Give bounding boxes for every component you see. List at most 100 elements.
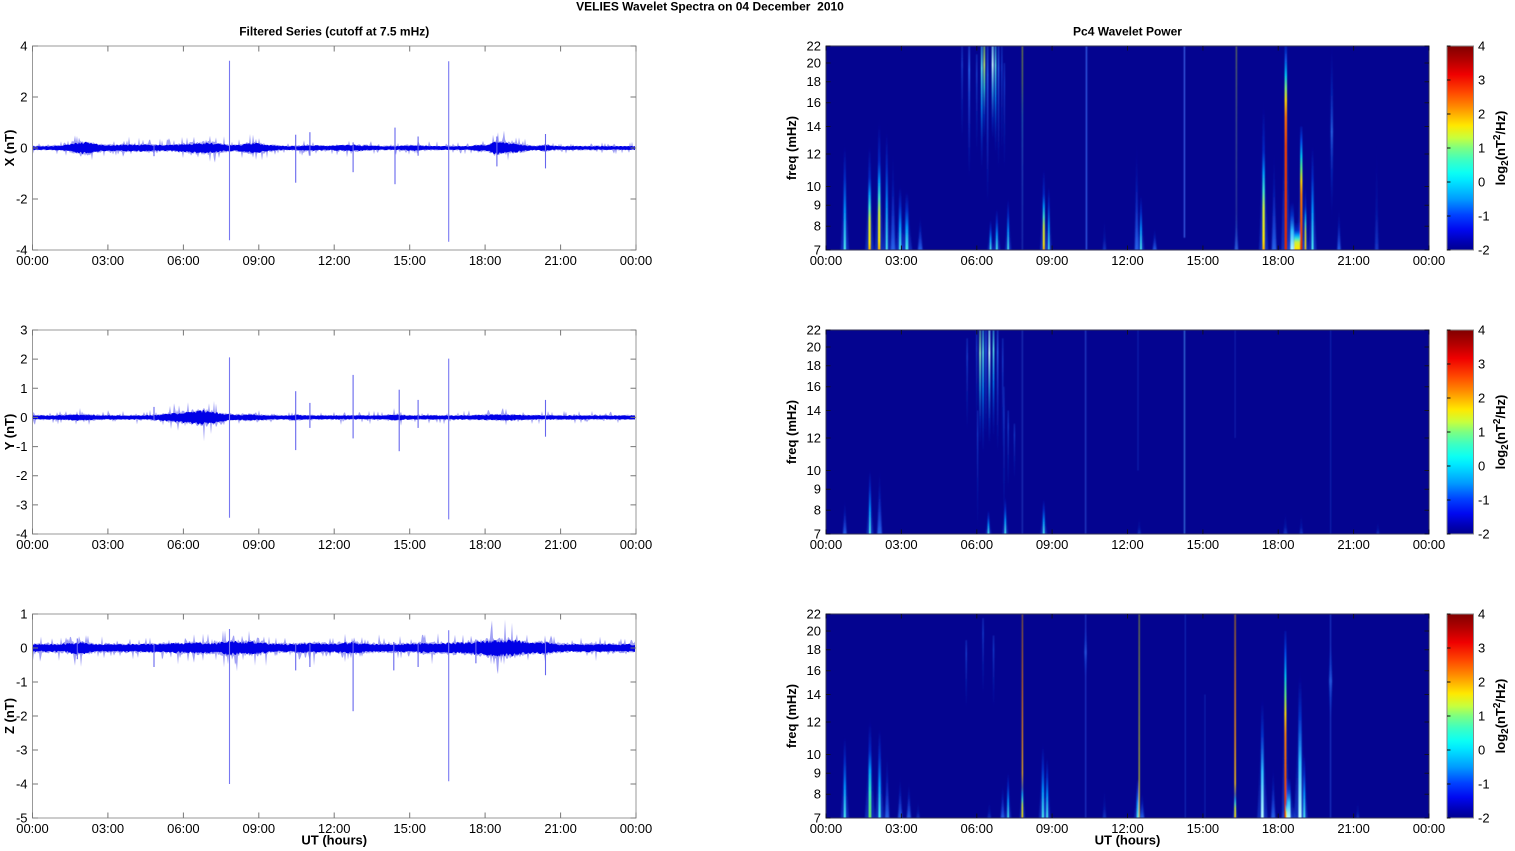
svg-text:0: 0 [1478, 459, 1485, 474]
svg-text:18:00: 18:00 [469, 537, 502, 552]
svg-text:00:00: 00:00 [1413, 253, 1446, 268]
svg-text:12:00: 12:00 [1111, 537, 1144, 552]
svg-text:3: 3 [20, 323, 27, 338]
svg-text:16: 16 [807, 95, 821, 110]
svg-text:03:00: 03:00 [92, 253, 125, 268]
svg-text:UT (hours): UT (hours) [301, 833, 367, 848]
svg-text:18:00: 18:00 [1262, 537, 1295, 552]
svg-text:18: 18 [807, 642, 821, 657]
svg-text:log2(nT2/Hz): log2(nT2/Hz) [1492, 111, 1511, 186]
svg-text:Y (nT): Y (nT) [2, 414, 17, 451]
svg-text:20: 20 [807, 56, 821, 71]
svg-text:VELIES Wavelet Spectra on 04 D: VELIES Wavelet Spectra on 04 December 20… [576, 0, 844, 14]
svg-text:-2: -2 [16, 709, 28, 724]
svg-text:06:00: 06:00 [961, 253, 994, 268]
svg-text:15:00: 15:00 [1187, 537, 1220, 552]
svg-text:00:00: 00:00 [810, 537, 843, 552]
svg-text:06:00: 06:00 [167, 821, 200, 836]
svg-text:-2: -2 [1478, 527, 1490, 542]
svg-text:10: 10 [807, 747, 821, 762]
svg-text:log2(nT2/Hz): log2(nT2/Hz) [1492, 395, 1511, 470]
svg-text:12:00: 12:00 [1111, 821, 1144, 836]
svg-text:20: 20 [807, 340, 821, 355]
svg-text:-3: -3 [16, 743, 28, 758]
svg-text:2: 2 [20, 352, 27, 367]
svg-text:Pc4 Wavelet Power: Pc4 Wavelet Power [1073, 25, 1182, 39]
svg-text:-1: -1 [1478, 493, 1490, 508]
svg-text:2: 2 [1478, 107, 1485, 122]
svg-text:7: 7 [814, 527, 821, 542]
svg-text:09:00: 09:00 [1036, 253, 1069, 268]
svg-text:3: 3 [1478, 357, 1485, 372]
svg-text:7: 7 [814, 243, 821, 258]
svg-text:X (nT): X (nT) [2, 130, 17, 167]
svg-text:22: 22 [807, 39, 821, 54]
svg-text:UT (hours): UT (hours) [1095, 833, 1161, 848]
svg-text:-2: -2 [1478, 243, 1490, 258]
svg-text:18:00: 18:00 [1262, 821, 1295, 836]
svg-text:12:00: 12:00 [318, 821, 351, 836]
svg-text:4: 4 [1478, 323, 1485, 338]
svg-text:-2: -2 [16, 192, 28, 207]
svg-text:14: 14 [807, 403, 821, 418]
svg-text:0: 0 [20, 410, 27, 425]
svg-text:03:00: 03:00 [92, 537, 125, 552]
svg-text:2: 2 [20, 90, 27, 105]
svg-text:-5: -5 [16, 811, 28, 826]
svg-text:21:00: 21:00 [1337, 253, 1370, 268]
svg-text:10: 10 [807, 463, 821, 478]
svg-text:0: 0 [1478, 743, 1485, 758]
svg-text:16: 16 [807, 379, 821, 394]
svg-text:15:00: 15:00 [1187, 253, 1220, 268]
svg-text:18:00: 18:00 [469, 821, 502, 836]
svg-text:06:00: 06:00 [167, 253, 200, 268]
svg-text:-1: -1 [1478, 209, 1490, 224]
svg-text:15:00: 15:00 [393, 253, 426, 268]
svg-text:00:00: 00:00 [16, 537, 49, 552]
svg-text:freq (mHz): freq (mHz) [784, 684, 799, 748]
svg-text:03:00: 03:00 [885, 821, 918, 836]
svg-text:21:00: 21:00 [544, 537, 577, 552]
svg-text:18: 18 [807, 358, 821, 373]
svg-text:3: 3 [1478, 73, 1485, 88]
svg-text:03:00: 03:00 [885, 537, 918, 552]
svg-text:00:00: 00:00 [1413, 537, 1446, 552]
svg-text:22: 22 [807, 607, 821, 622]
svg-text:06:00: 06:00 [167, 537, 200, 552]
svg-text:-2: -2 [1478, 811, 1490, 826]
svg-text:3: 3 [1478, 641, 1485, 656]
svg-text:00:00: 00:00 [620, 821, 653, 836]
svg-text:1: 1 [1478, 141, 1485, 156]
svg-text:12: 12 [807, 147, 821, 162]
svg-text:1: 1 [20, 607, 27, 622]
svg-text:20: 20 [807, 624, 821, 639]
svg-text:Filtered Series (cutoff at 7.5: Filtered Series (cutoff at 7.5 mHz) [239, 25, 429, 39]
svg-text:12:00: 12:00 [318, 253, 351, 268]
svg-text:03:00: 03:00 [92, 821, 125, 836]
svg-text:09:00: 09:00 [243, 537, 276, 552]
svg-text:-4: -4 [16, 777, 28, 792]
svg-text:12:00: 12:00 [1111, 253, 1144, 268]
svg-text:-2: -2 [16, 468, 28, 483]
svg-text:09:00: 09:00 [243, 821, 276, 836]
svg-text:09:00: 09:00 [1036, 821, 1069, 836]
svg-text:freq (mHz): freq (mHz) [784, 400, 799, 464]
svg-text:12: 12 [807, 431, 821, 446]
svg-text:09:00: 09:00 [1036, 537, 1069, 552]
svg-text:09:00: 09:00 [243, 253, 276, 268]
svg-text:-4: -4 [16, 243, 28, 258]
svg-text:8: 8 [814, 503, 821, 518]
svg-text:2: 2 [1478, 675, 1485, 690]
svg-text:7: 7 [814, 811, 821, 826]
svg-text:1: 1 [1478, 425, 1485, 440]
svg-text:15:00: 15:00 [1187, 821, 1220, 836]
svg-text:18:00: 18:00 [1262, 253, 1295, 268]
svg-text:21:00: 21:00 [1337, 537, 1370, 552]
svg-text:8: 8 [814, 787, 821, 802]
svg-text:00:00: 00:00 [16, 253, 49, 268]
svg-text:8: 8 [814, 219, 821, 234]
svg-text:21:00: 21:00 [544, 253, 577, 268]
svg-text:freq (mHz): freq (mHz) [784, 116, 799, 180]
svg-text:4: 4 [1478, 39, 1485, 54]
svg-text:0: 0 [1478, 175, 1485, 190]
